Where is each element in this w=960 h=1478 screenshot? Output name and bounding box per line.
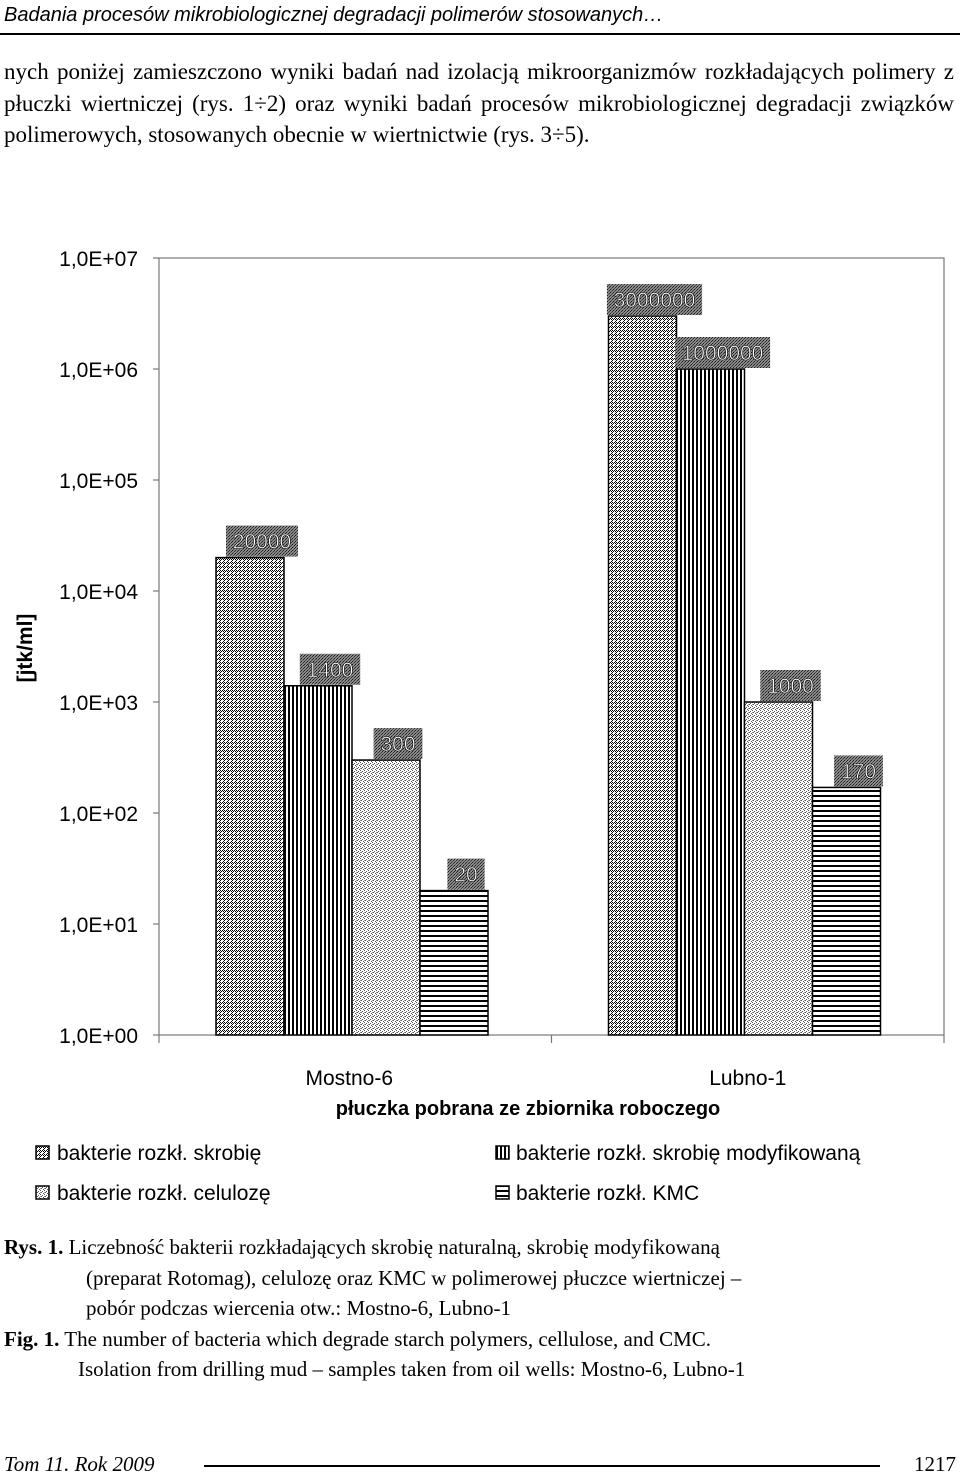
data-label-text: 1400 [307, 659, 354, 682]
footer-rule [204, 1465, 880, 1467]
data-label: 1000000 [674, 337, 771, 368]
y-tick-label: 1,0E+06 [59, 359, 138, 382]
page-footer: Tom 11. Rok 2009 1217 [4, 1452, 956, 1478]
y-tick-label: 1,0E+07 [59, 248, 138, 271]
y-axis-ticks: 1,0E+00 1,0E+01 1,0E+02 1,0E+03 1,0E+04 1,0E+… [59, 248, 159, 1048]
bar-chart: 1,0E+00 1,0E+01 1,0E+02 1,0E+03 1,0E+04 1,0E+… [14, 248, 945, 1205]
legend-item-skrobie: bakterie rozkł. skrobię [35, 1142, 261, 1165]
data-label: 300 [373, 728, 423, 760]
y-tick-label: 1,0E+01 [59, 914, 138, 937]
y-tick-label: 1,0E+05 [59, 470, 138, 493]
caption-en-line-1: Fig. 1. The number of bacteria which deg… [4, 1324, 954, 1355]
caption-en-line-2: Isolation from drilling mud – samples ta… [78, 1357, 746, 1381]
data-label-box [834, 755, 883, 787]
running-header: Badania procesów mikrobiologicznej degra… [4, 4, 664, 26]
data-label-text: 1000000 [682, 342, 764, 365]
caption-pl-line-1: Rys. 1. Liczebność bakterii rozkładający… [4, 1232, 954, 1263]
data-label-text: 20000 [233, 531, 291, 554]
legend-swatch-skrobie [35, 1145, 50, 1160]
bars [215, 315, 882, 1036]
bar-celuloze [743, 701, 814, 1036]
legend-label-kmc: bakterie rozkł. KMC [516, 1182, 699, 1205]
footer-volume: Tom 11. Rok 2009 [4, 1452, 155, 1476]
data-label-text: 1000 [767, 675, 814, 698]
data-label-box [226, 525, 298, 557]
data-label: 3000000 [606, 284, 703, 316]
figure-caption: Rys. 1. Liczebność bakterii rozkładający… [4, 1232, 954, 1385]
bar-skrobie [607, 315, 678, 1036]
data-label: 20000 [226, 525, 298, 557]
legend-label-celuloze: bakterie rozkł. celulozę [57, 1182, 271, 1205]
data-label-text: 170 [841, 760, 876, 783]
data-label-box [299, 653, 361, 685]
data-label-box [606, 284, 703, 316]
bar-skrobie [215, 556, 285, 1036]
legend-item-kmc: bakterie rozkł. KMC [495, 1182, 699, 1205]
legend-label-skrobie: bakterie rozkł. skrobię [57, 1142, 261, 1165]
x-axis-title: płuczka pobrana ze zbiornika roboczego [336, 1098, 721, 1120]
y-tick-label: 1,0E+00 [59, 1025, 138, 1048]
bar-kmc [419, 889, 489, 1036]
legend: bakterie rozkł. skrobię bakterie rozkł. … [35, 1142, 861, 1205]
x-category-label: Mostno-6 [305, 1067, 393, 1090]
x-axis: Mostno-6 Lubno-1 [158, 1035, 945, 1090]
data-label: 1400 [299, 653, 361, 685]
legend-label-skrobie-modyfikowana: bakterie rozkł. skrobię modyfikowaną [516, 1142, 861, 1165]
caption-en-label: Fig. 1. [4, 1326, 60, 1351]
caption-pl-text-1: Liczebność bakterii rozkładających skrob… [68, 1235, 720, 1259]
data-label: 20 [447, 858, 485, 890]
page-number: 1217 [914, 1452, 956, 1476]
bar-kmc [811, 786, 882, 1036]
data-label-text: 20 [454, 864, 477, 887]
data-label: 1000 [760, 670, 821, 701]
data-label-box [674, 337, 771, 368]
header-rule [0, 33, 960, 35]
bar-celuloze [351, 759, 421, 1036]
caption-pl-label: Rys. 1. [4, 1235, 64, 1259]
data-label-box [447, 858, 485, 890]
caption-pl-line-2: (preparat Rotomag), celulozę oraz KMC w … [86, 1265, 742, 1290]
data-labels: 20000 1400 300 20 3000000 1000000 1000 170 [226, 284, 883, 890]
caption-pl-line-3: pobór podczas wiercenia otw.: Mostno-6, … [86, 1296, 511, 1320]
legend-swatch-celuloze [35, 1185, 50, 1200]
data-label-text: 3000000 [614, 289, 696, 312]
y-tick-label: 1,0E+03 [59, 692, 138, 715]
y-tick-label: 1,0E+04 [59, 581, 138, 604]
intro-paragraph: nych poniżej zamieszczono wyniki badań n… [4, 59, 954, 147]
x-category-label: Lubno-1 [709, 1067, 786, 1090]
legend-swatch-skrobie-modyfikowana [495, 1145, 510, 1160]
data-label-box [373, 728, 423, 760]
y-tick-label: 1,0E+02 [59, 803, 138, 826]
legend-item-skrobie-modyfikowana: bakterie rozkł. skrobię modyfikowaną [495, 1142, 861, 1165]
legend-item-celuloze: bakterie rozkł. celulozę [35, 1182, 271, 1205]
data-label-text: 300 [380, 733, 415, 756]
legend-swatch-kmc [495, 1185, 510, 1200]
bar-skrobie-modyfikowana [283, 685, 353, 1036]
y-axis-label: [jtk/ml] [14, 614, 37, 683]
caption-en-text-1: The number of bacteria which degrade sta… [64, 1326, 712, 1351]
data-label-box [760, 670, 821, 701]
data-label: 170 [834, 755, 883, 787]
bar-skrobie-modyfikowana [675, 368, 746, 1036]
